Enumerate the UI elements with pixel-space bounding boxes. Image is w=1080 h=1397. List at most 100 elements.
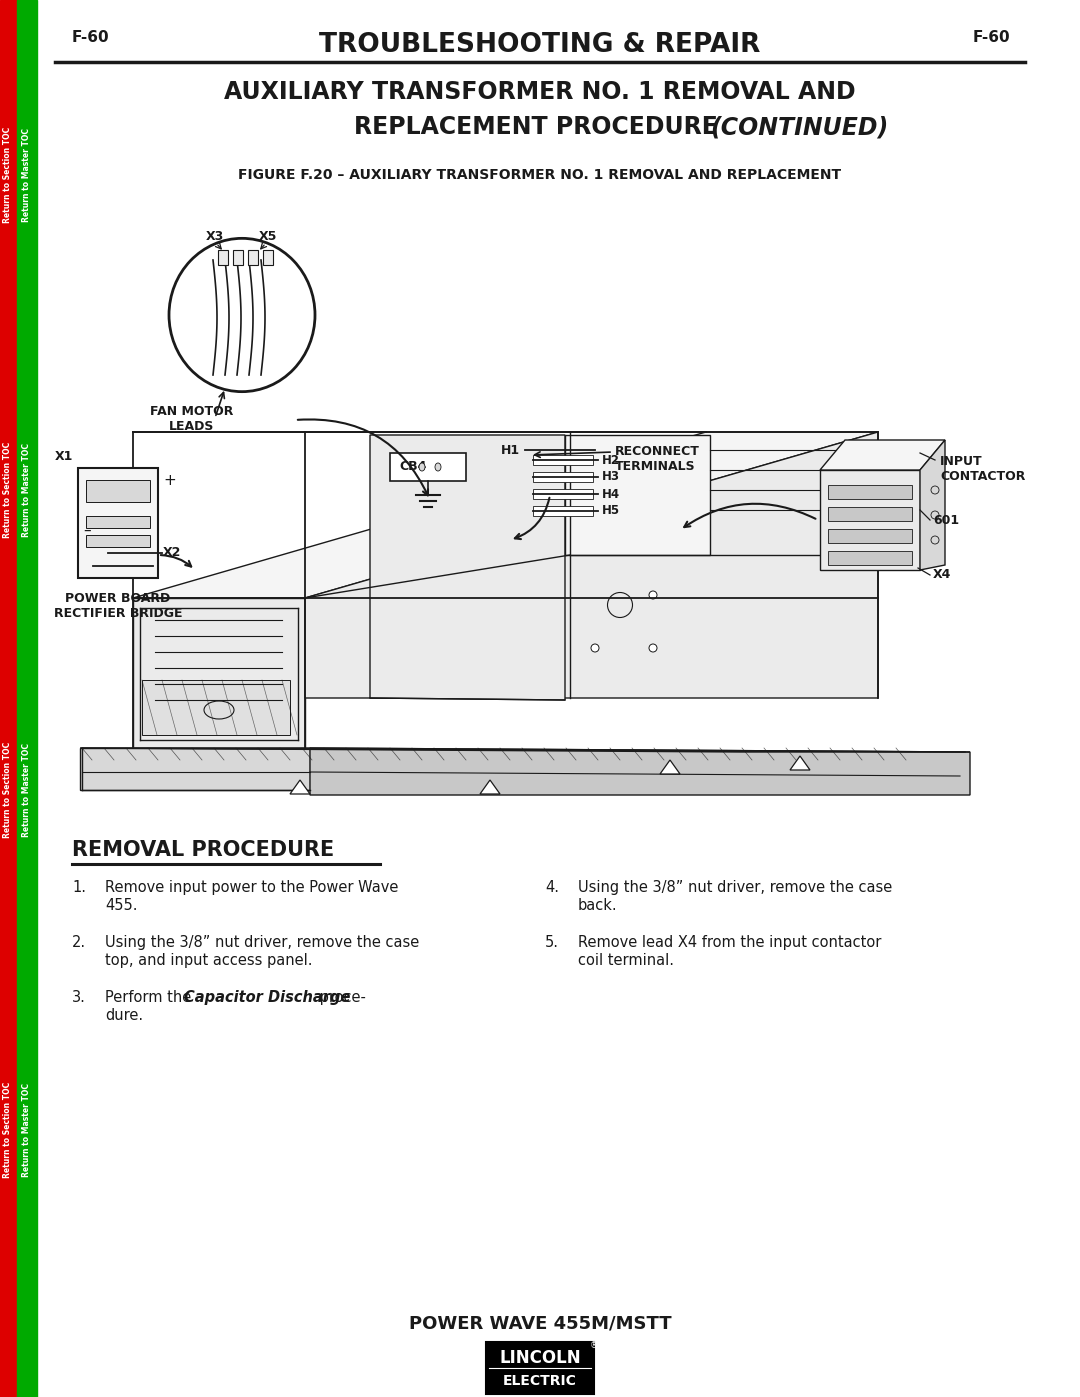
Text: (CONTINUED): (CONTINUED) bbox=[710, 115, 888, 138]
Text: Return to Section TOC: Return to Section TOC bbox=[3, 127, 13, 224]
Ellipse shape bbox=[591, 644, 599, 652]
Bar bbox=[534, 489, 593, 499]
Polygon shape bbox=[920, 440, 945, 570]
Bar bbox=[534, 455, 593, 465]
Text: CB4: CB4 bbox=[400, 461, 427, 474]
Ellipse shape bbox=[649, 644, 657, 652]
Bar bbox=[534, 472, 593, 482]
Text: 2.: 2. bbox=[72, 935, 86, 950]
Text: Remove input power to the Power Wave: Remove input power to the Power Wave bbox=[105, 880, 399, 895]
Polygon shape bbox=[310, 747, 970, 795]
Bar bbox=[390, 453, 465, 481]
Polygon shape bbox=[565, 434, 710, 555]
Text: 5.: 5. bbox=[545, 935, 559, 950]
Text: Return to Section TOC: Return to Section TOC bbox=[3, 1081, 13, 1178]
Text: dure.: dure. bbox=[105, 1009, 144, 1023]
Bar bbox=[264, 250, 273, 265]
Bar bbox=[828, 529, 912, 543]
Polygon shape bbox=[820, 469, 920, 570]
Text: Remove lead X4 from the input contactor: Remove lead X4 from the input contactor bbox=[578, 935, 881, 950]
Polygon shape bbox=[80, 747, 970, 752]
Text: coil terminal.: coil terminal. bbox=[578, 953, 674, 968]
Bar bbox=[486, 1343, 594, 1394]
Ellipse shape bbox=[435, 462, 441, 471]
Text: Return to Master TOC: Return to Master TOC bbox=[23, 129, 31, 222]
Text: H4: H4 bbox=[602, 488, 620, 500]
Bar bbox=[86, 515, 150, 528]
Text: 1.: 1. bbox=[72, 880, 86, 895]
Text: FAN MOTOR
LEADS: FAN MOTOR LEADS bbox=[150, 405, 233, 433]
Polygon shape bbox=[480, 780, 500, 793]
Text: TROUBLESHOOTING & REPAIR: TROUBLESHOOTING & REPAIR bbox=[320, 32, 760, 59]
Ellipse shape bbox=[168, 239, 315, 391]
Text: X5: X5 bbox=[259, 231, 278, 243]
Text: 455.: 455. bbox=[105, 898, 137, 914]
Bar bbox=[828, 507, 912, 521]
Text: ®: ® bbox=[590, 1341, 598, 1351]
Text: INPUT
CONTACTOR: INPUT CONTACTOR bbox=[940, 455, 1025, 483]
Bar bbox=[0, 0, 17, 1397]
Bar bbox=[17, 0, 37, 1397]
Text: Return to Master TOC: Return to Master TOC bbox=[23, 443, 31, 536]
Bar bbox=[828, 550, 912, 564]
Text: –: – bbox=[83, 522, 91, 538]
Text: Return to Section TOC: Return to Section TOC bbox=[3, 441, 13, 538]
Text: X2: X2 bbox=[163, 546, 181, 560]
Bar bbox=[534, 506, 593, 515]
Text: top, and input access panel.: top, and input access panel. bbox=[105, 953, 312, 968]
Text: Return to Master TOC: Return to Master TOC bbox=[23, 1083, 31, 1178]
Ellipse shape bbox=[931, 486, 939, 495]
Ellipse shape bbox=[931, 511, 939, 520]
Text: 3.: 3. bbox=[72, 990, 86, 1004]
Text: X4: X4 bbox=[933, 569, 951, 581]
Polygon shape bbox=[660, 760, 680, 774]
Polygon shape bbox=[78, 468, 158, 578]
Bar bbox=[86, 481, 150, 502]
Text: F-60: F-60 bbox=[972, 31, 1010, 46]
Bar bbox=[218, 250, 228, 265]
Text: H5: H5 bbox=[602, 504, 620, 517]
Bar bbox=[86, 535, 150, 548]
Text: X1: X1 bbox=[55, 450, 73, 462]
Text: F-60: F-60 bbox=[72, 31, 110, 46]
Polygon shape bbox=[789, 756, 810, 770]
Text: 601: 601 bbox=[933, 514, 959, 527]
Polygon shape bbox=[133, 432, 878, 598]
Text: Return to Section TOC: Return to Section TOC bbox=[3, 742, 13, 838]
Text: Return to Master TOC: Return to Master TOC bbox=[23, 743, 31, 837]
Text: proce-: proce- bbox=[315, 990, 366, 1004]
Bar bbox=[248, 250, 258, 265]
Bar bbox=[828, 485, 912, 499]
Text: Using the 3/8” nut driver, remove the case: Using the 3/8” nut driver, remove the ca… bbox=[578, 880, 892, 895]
Polygon shape bbox=[370, 434, 565, 700]
Ellipse shape bbox=[419, 462, 426, 471]
Ellipse shape bbox=[649, 591, 657, 599]
Text: +: + bbox=[163, 474, 176, 488]
Polygon shape bbox=[80, 747, 310, 789]
Ellipse shape bbox=[931, 536, 939, 543]
Bar bbox=[233, 250, 243, 265]
Polygon shape bbox=[291, 780, 310, 793]
Text: H1: H1 bbox=[501, 443, 519, 457]
Text: FIGURE F.20 – AUXILIARY TRANSFORMER NO. 1 REMOVAL AND REPLACEMENT: FIGURE F.20 – AUXILIARY TRANSFORMER NO. … bbox=[239, 168, 841, 182]
Polygon shape bbox=[305, 432, 878, 698]
Text: REMOVAL PROCEDURE: REMOVAL PROCEDURE bbox=[72, 840, 334, 861]
Text: POWER WAVE 455M/MSTT: POWER WAVE 455M/MSTT bbox=[408, 1315, 672, 1333]
Text: H2: H2 bbox=[602, 454, 620, 467]
Polygon shape bbox=[133, 598, 305, 747]
Text: ELECTRIC: ELECTRIC bbox=[503, 1375, 577, 1389]
Text: H3: H3 bbox=[602, 471, 620, 483]
Text: AUXILIARY TRANSFORMER NO. 1 REMOVAL AND: AUXILIARY TRANSFORMER NO. 1 REMOVAL AND bbox=[225, 80, 855, 103]
Text: RECONNECT
TERMINALS: RECONNECT TERMINALS bbox=[615, 446, 700, 474]
Text: Using the 3/8” nut driver, remove the case: Using the 3/8” nut driver, remove the ca… bbox=[105, 935, 419, 950]
Text: 4.: 4. bbox=[545, 880, 559, 895]
Text: LINCOLN: LINCOLN bbox=[499, 1350, 581, 1368]
Text: Perform the: Perform the bbox=[105, 990, 195, 1004]
Text: back.: back. bbox=[578, 898, 618, 914]
Polygon shape bbox=[141, 680, 291, 735]
Text: REPLACEMENT PROCEDURE: REPLACEMENT PROCEDURE bbox=[354, 115, 726, 138]
Polygon shape bbox=[820, 440, 945, 469]
Text: POWER BOARD
RECTIFIER BRIDGE: POWER BOARD RECTIFIER BRIDGE bbox=[54, 592, 183, 620]
Text: Capacitor Discharge: Capacitor Discharge bbox=[184, 990, 350, 1004]
Text: X3: X3 bbox=[206, 231, 225, 243]
